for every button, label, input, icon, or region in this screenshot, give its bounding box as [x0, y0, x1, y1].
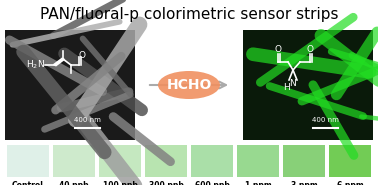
- Text: Control: Control: [12, 181, 44, 185]
- Text: N: N: [290, 80, 296, 88]
- Text: O: O: [79, 51, 85, 60]
- Text: 40 ppb: 40 ppb: [59, 181, 89, 185]
- Bar: [7, 145, 49, 177]
- Text: 600 ppb: 600 ppb: [195, 181, 229, 185]
- Text: PAN/fluoral-p colorimetric sensor strips: PAN/fluoral-p colorimetric sensor strips: [40, 7, 338, 22]
- Text: 400 nm: 400 nm: [311, 117, 338, 123]
- Text: O: O: [274, 46, 282, 55]
- Bar: [237, 145, 279, 177]
- Text: H: H: [283, 83, 290, 92]
- Text: 400 nm: 400 nm: [74, 117, 101, 123]
- Bar: [191, 145, 233, 177]
- Bar: [283, 145, 325, 177]
- Text: 300 ppb: 300 ppb: [149, 181, 183, 185]
- Text: 6 ppm: 6 ppm: [337, 181, 363, 185]
- Ellipse shape: [158, 71, 220, 99]
- Text: HCHO: HCHO: [166, 78, 212, 92]
- Text: O: O: [307, 46, 313, 55]
- Bar: [145, 145, 187, 177]
- Bar: [329, 145, 371, 177]
- Text: $\mathregular{H_2N}$: $\mathregular{H_2N}$: [25, 59, 45, 71]
- FancyBboxPatch shape: [243, 30, 373, 140]
- FancyBboxPatch shape: [5, 30, 135, 140]
- Text: 100 ppb: 100 ppb: [102, 181, 138, 185]
- Text: 3 ppm: 3 ppm: [291, 181, 318, 185]
- Bar: [99, 145, 141, 177]
- Text: 1 ppm: 1 ppm: [245, 181, 271, 185]
- Bar: [53, 145, 95, 177]
- FancyArrowPatch shape: [150, 82, 226, 88]
